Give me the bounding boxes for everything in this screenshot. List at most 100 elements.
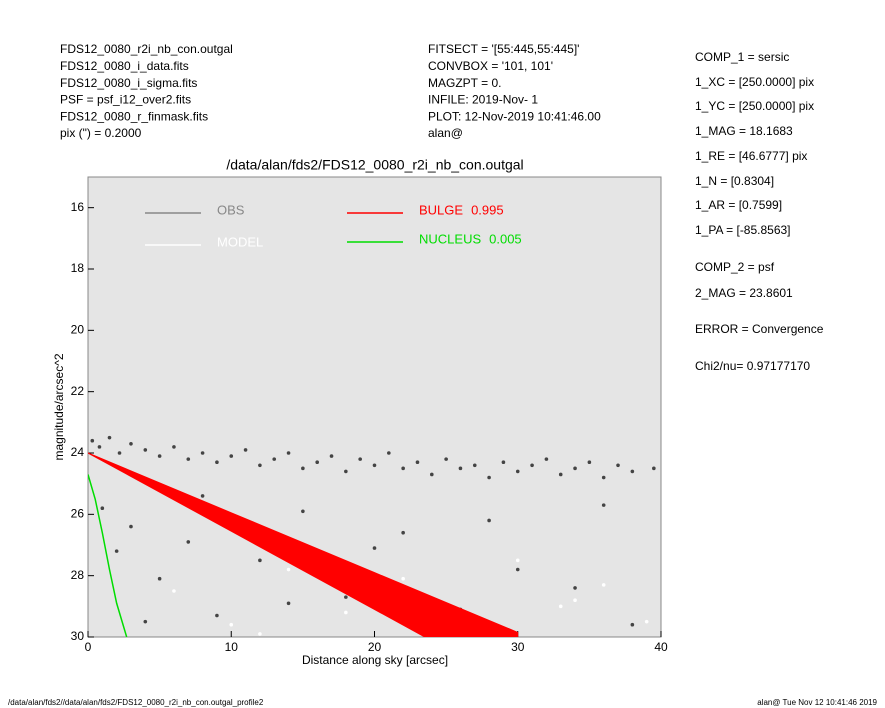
data-point — [286, 451, 291, 455]
data-point — [258, 463, 262, 468]
x-axis-label: Distance along sky [arcsec] — [302, 653, 448, 667]
data-point — [286, 601, 291, 606]
header-left: pix (") = 0.2000 — [60, 126, 142, 140]
data-point — [587, 460, 592, 465]
data-point — [458, 466, 463, 471]
data-point — [129, 442, 133, 446]
data-point — [143, 619, 148, 624]
legend-label: MODEL — [217, 234, 263, 249]
fit-parameter: Chi2/nu= 0.97177170 — [695, 359, 810, 373]
data-point — [515, 558, 520, 563]
data-point — [172, 445, 176, 449]
data-point — [344, 595, 348, 599]
x-tick-label: 0 — [85, 640, 92, 654]
data-point — [215, 613, 219, 618]
data-point — [229, 454, 234, 458]
fit-parameter: COMP_1 = sersic — [695, 50, 789, 64]
y-tick-label: 24 — [71, 445, 85, 459]
x-tick-label: 20 — [368, 640, 382, 654]
data-point — [444, 457, 448, 461]
fit-parameter: 1_RE = [46.6777] pix — [695, 149, 807, 163]
fit-parameter: 1_AR = [0.7599] — [695, 198, 782, 212]
data-point — [90, 438, 95, 443]
data-point — [172, 589, 176, 593]
data-point — [401, 576, 405, 581]
data-point — [487, 475, 491, 480]
footer-right: alan@ Tue Nov 12 10:41:46 2019 — [757, 698, 877, 707]
data-point — [515, 469, 520, 474]
data-point — [114, 549, 119, 553]
chart-title: /data/alan/fds2/FDS12_0080_r2i_nb_con.ou… — [226, 157, 523, 173]
data-point — [601, 503, 606, 507]
data-point — [573, 586, 577, 590]
legend-label: BULGE — [419, 202, 463, 217]
data-point — [229, 622, 234, 627]
data-point — [558, 472, 563, 477]
header-left: FDS12_0080_r2i_nb_con.outgal — [60, 42, 233, 56]
y-axis-label: magnitude/arcsec^2 — [52, 353, 66, 460]
header-left: FDS12_0080_r_finmask.fits — [60, 109, 208, 123]
data-point — [358, 457, 362, 461]
header-middle: PLOT: 12-Nov-2019 10:41:46.00 — [428, 109, 601, 123]
data-point — [157, 454, 162, 458]
data-point — [630, 469, 635, 474]
fit-parameter: 1_N = [0.8304] — [695, 174, 774, 188]
fit-parameter: COMP_2 = psf — [695, 260, 775, 274]
data-point — [601, 583, 606, 587]
data-point — [372, 463, 377, 468]
data-point — [573, 598, 577, 602]
data-point — [286, 567, 291, 572]
data-point — [301, 466, 305, 471]
model-band — [88, 452, 519, 637]
data-point — [544, 457, 549, 461]
data-point — [415, 460, 420, 465]
x-tick-label: 40 — [654, 640, 668, 654]
data-point — [573, 466, 577, 471]
data-point — [487, 518, 491, 523]
data-point — [630, 622, 635, 627]
data-point — [301, 509, 305, 514]
data-point — [272, 457, 277, 461]
header-middle: MAGZPT = 0. — [428, 76, 501, 90]
legend-label: NUCLEUS — [419, 231, 481, 246]
legend-label: OBS — [217, 202, 245, 217]
y-tick-label: 26 — [71, 507, 85, 521]
header-left: FDS12_0080_i_data.fits — [60, 59, 189, 73]
data-point — [344, 469, 348, 474]
fit-parameter: 1_MAG = 18.1683 — [695, 124, 793, 138]
x-tick-label: 30 — [511, 640, 525, 654]
data-point — [258, 632, 262, 636]
data-point — [372, 546, 377, 550]
legend-fraction: 0.995 — [471, 202, 504, 217]
data-point — [644, 619, 649, 624]
x-tick-label: 10 — [225, 640, 239, 654]
fit-parameter: 1_PA = [-85.8563] — [695, 223, 791, 237]
data-point — [157, 576, 162, 581]
data-point — [215, 460, 219, 465]
header-middle: FITSECT = '[55:445,55:445]' — [428, 42, 579, 56]
data-point — [243, 448, 248, 452]
data-point — [186, 540, 191, 544]
model-line — [88, 474, 128, 637]
y-tick-label: 16 — [71, 200, 85, 214]
data-point — [315, 460, 320, 465]
plot-marks — [88, 435, 656, 637]
data-point — [401, 466, 405, 471]
data-point — [558, 604, 563, 609]
header-left: PSF = psf_i12_over2.fits — [60, 93, 191, 107]
data-point — [472, 463, 477, 468]
data-point — [515, 567, 520, 572]
data-point — [344, 610, 348, 615]
fit-parameter: 2_MAG = 23.8601 — [695, 286, 793, 300]
data-point — [401, 530, 405, 535]
data-point — [97, 445, 102, 449]
data-point — [200, 494, 205, 498]
header-middle: INFILE: 2019-Nov- 1 — [428, 93, 538, 107]
data-point — [501, 460, 506, 465]
data-point — [530, 463, 534, 468]
header-middle: CONVBOX = '101, 101' — [428, 59, 553, 73]
data-point — [186, 457, 191, 461]
data-point — [100, 506, 105, 511]
data-point — [652, 466, 656, 471]
